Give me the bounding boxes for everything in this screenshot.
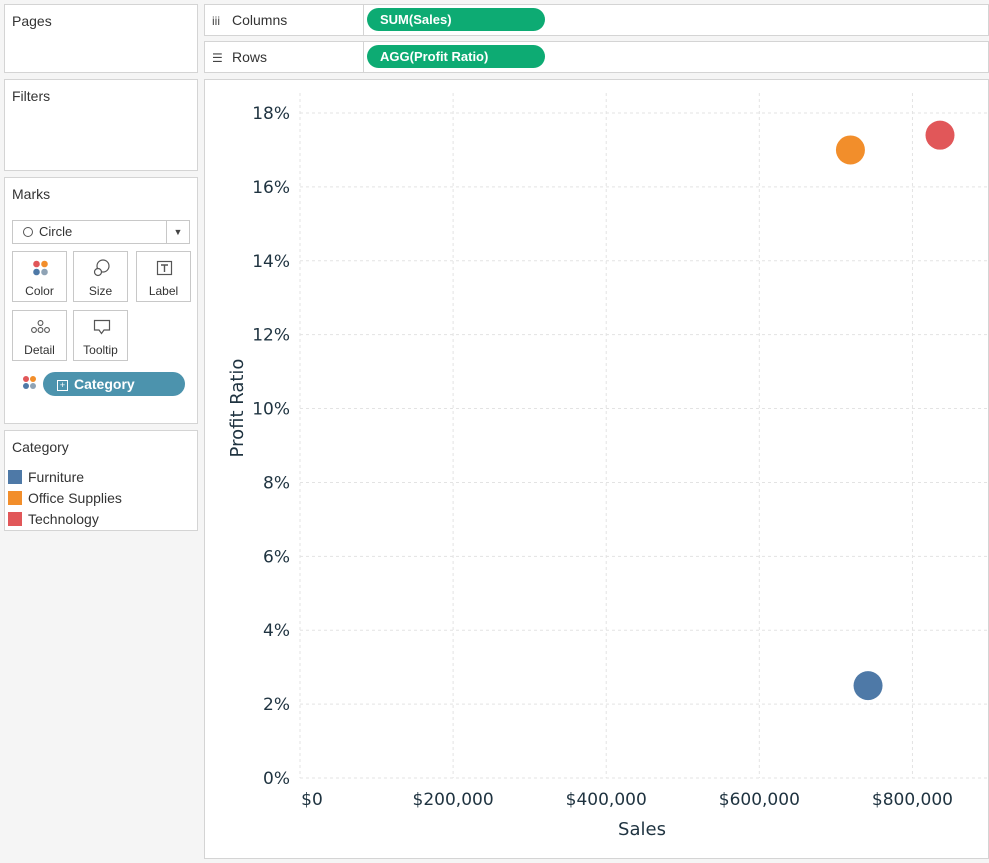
legend-item-technology[interactable]: Technology: [8, 509, 99, 529]
legend-title: Category: [12, 439, 69, 455]
size-button-label: Size: [88, 284, 113, 298]
grid-lines: [299, 93, 988, 779]
chart-panel: 0% 2% 4% 6% 8% 10% 12% 14% 16% 18% $0 $200,000 $400…: [204, 79, 989, 859]
size-button[interactable]: Size: [73, 251, 128, 302]
tooltip-icon: [93, 319, 111, 335]
tooltip-button[interactable]: Tooltip: [73, 310, 128, 361]
y-tick-label: 8%: [263, 473, 290, 493]
x-tick-label: $0: [301, 790, 323, 810]
tooltip-button-label: Tooltip: [83, 343, 118, 357]
category-pill-label: Category: [74, 376, 135, 392]
legend-label: Technology: [28, 511, 99, 527]
category-pill[interactable]: + Category: [43, 372, 185, 396]
filters-card[interactable]: Filters: [4, 79, 198, 171]
x-tick-label: $400,000: [566, 790, 647, 810]
x-axis-ticks: $0 $200,000 $400,000 $600,000 $800,000: [301, 790, 953, 810]
legend-label: Office Supplies: [28, 490, 122, 506]
x-tick-label: $600,000: [719, 790, 800, 810]
expand-icon[interactable]: +: [57, 380, 68, 391]
marks-card: Marks Circle ▼ Color Size Label Detail: [4, 177, 198, 424]
x-tick-label: $800,000: [872, 790, 953, 810]
rows-label-text: Rows: [232, 49, 268, 65]
scatter-chart: 0% 2% 4% 6% 8% 10% 12% 14% 16% 18% $0 $200,000 $400…: [227, 93, 988, 840]
color-button[interactable]: Color: [12, 251, 67, 302]
data-point[interactable]: [835, 135, 865, 165]
pages-card[interactable]: Pages: [4, 4, 198, 73]
rows-icon: ☰: [212, 51, 223, 65]
chevron-down-icon[interactable]: ▼: [166, 221, 189, 243]
y-tick-label: 4%: [263, 621, 290, 641]
y-axis-ticks: 0% 2% 4% 6% 8% 10% 12% 14% 16% 18%: [252, 104, 290, 789]
circle-icon: [23, 227, 33, 237]
detail-button-label: Detail: [24, 343, 55, 357]
mark-type-dropdown[interactable]: Circle ▼: [12, 220, 190, 244]
columns-shelf[interactable]: iii Columns SUM(Sales): [204, 4, 989, 36]
rows-shelf-label: ☰ Rows: [205, 42, 364, 72]
data-points: [835, 120, 955, 701]
pages-title: Pages: [12, 13, 52, 29]
legend-item-office-supplies[interactable]: Office Supplies: [8, 488, 122, 508]
color-encoding-icon: [23, 376, 36, 389]
y-tick-label: 12%: [252, 326, 290, 346]
detail-icon: [31, 320, 50, 333]
x-axis-title: Sales: [618, 819, 666, 840]
columns-shelf-label: iii Columns: [205, 5, 364, 35]
y-tick-label: 18%: [252, 104, 290, 124]
y-tick-label: 14%: [252, 252, 290, 272]
filters-title: Filters: [12, 88, 51, 104]
y-tick-label: 2%: [263, 695, 290, 715]
label-icon: [156, 260, 173, 276]
legend-swatch: [8, 470, 22, 484]
y-tick-label: 10%: [252, 400, 290, 420]
legend-item-furniture[interactable]: Furniture: [8, 467, 84, 487]
size-icon: [93, 259, 110, 277]
data-point[interactable]: [853, 671, 883, 701]
color-icon: [33, 260, 48, 276]
label-button[interactable]: Label: [136, 251, 191, 302]
category-legend: Category Furniture Office Supplies Techn…: [4, 430, 198, 531]
label-button-label: Label: [148, 284, 179, 298]
rows-shelf[interactable]: ☰ Rows AGG(Profit Ratio): [204, 41, 989, 73]
y-tick-label: 0%: [263, 769, 290, 789]
legend-swatch: [8, 512, 22, 526]
legend-swatch: [8, 491, 22, 505]
data-point[interactable]: [925, 120, 955, 150]
legend-label: Furniture: [28, 469, 85, 485]
detail-button[interactable]: Detail: [12, 310, 67, 361]
profit-ratio-pill[interactable]: AGG(Profit Ratio): [367, 45, 545, 68]
y-axis-title: Profit Ratio: [227, 359, 248, 458]
x-tick-label: $200,000: [413, 790, 494, 810]
y-tick-label: 6%: [263, 547, 290, 567]
columns-label-text: Columns: [232, 12, 288, 28]
marks-title: Marks: [12, 186, 51, 202]
columns-icon: iii: [212, 14, 220, 28]
sum-sales-pill[interactable]: SUM(Sales): [367, 8, 545, 31]
mark-type-value: Circle: [39, 224, 73, 239]
color-button-label: Color: [25, 284, 54, 298]
y-tick-label: 16%: [252, 178, 290, 198]
